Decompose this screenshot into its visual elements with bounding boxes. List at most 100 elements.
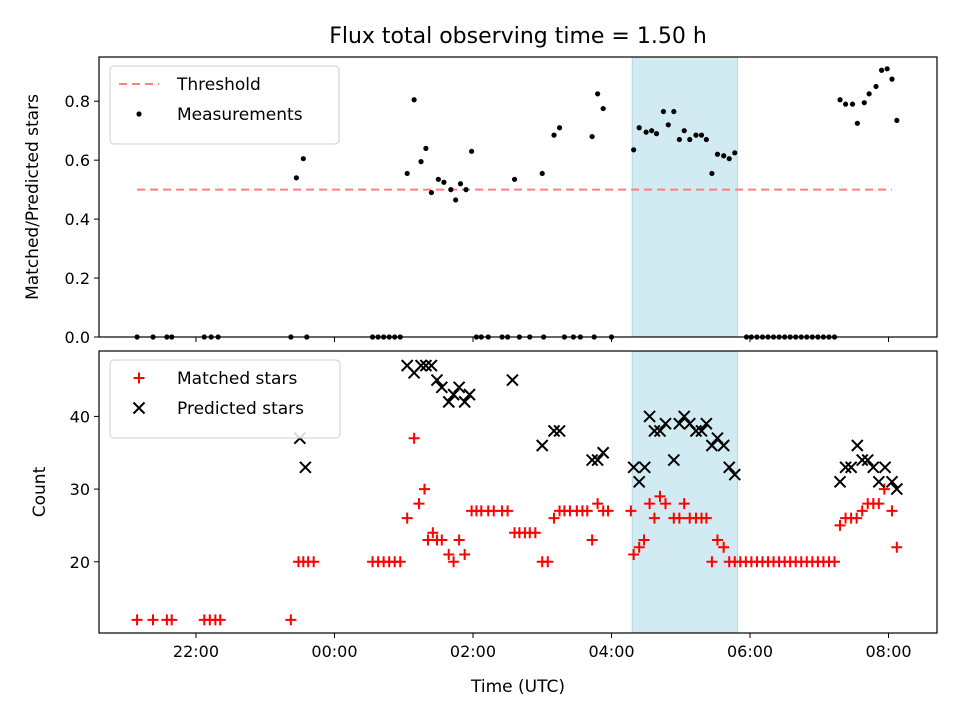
predicted-point: [627, 461, 640, 474]
predicted-point: [867, 461, 880, 474]
matched-point: [834, 519, 846, 531]
data-point: [687, 136, 693, 143]
legend-marker: [136, 111, 142, 117]
data-point: [631, 147, 637, 153]
data-point: [861, 100, 867, 106]
legend: Matched stars Predicted stars: [109, 359, 341, 439]
y-tick-label: 0.8: [65, 92, 90, 111]
data-point: [595, 91, 601, 97]
matched-point: [542, 556, 554, 568]
count-panel: 20 30 40 22:00 00:00 02:00 04:00 06:00 08:00 Coun…: [30, 350, 938, 661]
data-point: [551, 132, 557, 138]
legend-box: [109, 359, 341, 439]
predicted-point: [695, 424, 708, 438]
data-point: [698, 132, 705, 138]
matched-point: [131, 614, 143, 626]
predicted-point: [851, 439, 864, 452]
data-point: [453, 197, 459, 203]
matched-point: [654, 490, 666, 502]
y-tick-label: 30: [70, 480, 90, 499]
data-point: [866, 91, 872, 97]
matched-point: [427, 527, 439, 539]
data-point: [849, 101, 856, 107]
matched-point: [413, 498, 425, 510]
data-point: [665, 122, 671, 128]
predicted-point: [878, 461, 892, 474]
predicted-point: [425, 359, 438, 372]
matched-point: [548, 512, 560, 524]
data-point: [721, 153, 727, 159]
y-tick-label: 0.4: [65, 210, 90, 229]
y-tick-label: 0.0: [65, 328, 90, 347]
predicted-point: [536, 439, 549, 452]
matched-point: [673, 512, 685, 524]
predicted-point: [643, 410, 656, 423]
predicted-point: [861, 453, 874, 467]
y-tick-label: 0.2: [65, 269, 90, 288]
y-tick-label: 20: [70, 553, 90, 572]
predicted-point: [648, 424, 661, 438]
predicted-point: [442, 395, 455, 409]
predicted-point: [872, 475, 886, 489]
data-point: [889, 76, 895, 82]
y-axis-label: Matched/Predicted stars: [23, 94, 43, 300]
matched-point: [419, 483, 431, 495]
data-point: [511, 176, 518, 182]
matched-point: [718, 541, 730, 553]
y-axis-label: Count: [30, 466, 50, 517]
legend-marker: [133, 372, 145, 384]
matched-point: [856, 505, 868, 517]
matched-point: [586, 534, 598, 546]
data-point: [404, 170, 410, 177]
predicted-point: [547, 424, 561, 438]
matched-point: [453, 534, 465, 546]
matched-point: [285, 614, 297, 626]
x-tick-label: 08:00: [865, 642, 911, 661]
matched-point: [711, 534, 723, 546]
legend-label: Matched stars: [177, 369, 297, 389]
matched-point: [502, 505, 514, 517]
data-point: [726, 156, 732, 162]
predicted-point: [419, 359, 433, 372]
predicted-point: [506, 373, 519, 387]
legend-box: [109, 65, 340, 145]
matched-point: [829, 556, 841, 568]
predicted-point: [585, 453, 599, 467]
predicted-point: [299, 461, 312, 474]
predicted-point: [452, 381, 466, 394]
series-0: [131, 432, 903, 626]
data-point: [649, 128, 655, 134]
predicted-point: [855, 453, 869, 467]
matched-point: [660, 498, 672, 510]
data-point: [600, 105, 606, 112]
data-point: [842, 101, 849, 107]
data-point: [428, 189, 435, 196]
matched-point: [886, 505, 898, 517]
axes-frame: [98, 350, 938, 634]
data-point: [676, 136, 682, 143]
data-point: [423, 145, 429, 151]
x-tick-label: 04:00: [588, 642, 634, 661]
matched-point: [408, 432, 420, 444]
predicted-point: [667, 453, 681, 467]
data-point: [878, 67, 885, 73]
series-1: [293, 359, 904, 496]
predicted-point: [414, 359, 428, 372]
x-axis-label: Time (UTC): [470, 677, 565, 697]
predicted-point: [463, 388, 476, 401]
predicted-point: [717, 439, 730, 452]
x-tick-label: 22:00: [173, 642, 219, 661]
matched-point: [436, 534, 448, 546]
x-tick-label: 00:00: [311, 642, 357, 661]
predicted-point: [596, 446, 610, 459]
matched-point: [529, 527, 541, 539]
matched-point: [448, 556, 460, 568]
matched-point: [628, 549, 640, 561]
predicted-point: [890, 482, 904, 496]
data-point: [468, 148, 475, 154]
ratio-panel: 0.0 0.2 0.4 0.6 0.8 Matched/Predicted stars Th…: [23, 56, 938, 347]
predicted-point: [833, 475, 847, 489]
matched-point: [592, 498, 604, 510]
data-point: [873, 83, 879, 90]
